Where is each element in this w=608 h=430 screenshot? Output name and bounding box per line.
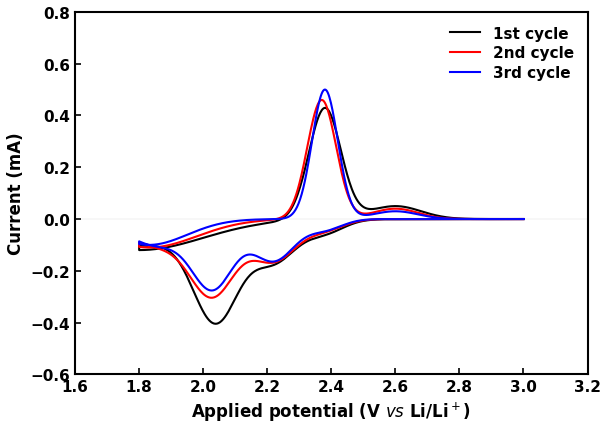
2nd cycle: [441, 217, 449, 222]
2nd cycle: [520, 217, 527, 222]
Y-axis label: Current (mA): Current (mA): [7, 132, 25, 255]
2nd cycle: [318, 98, 325, 103]
2nd cycle: [280, 214, 287, 219]
1st cycle: [441, 217, 449, 222]
1st cycle: [366, 207, 373, 212]
2nd cycle: [366, 211, 373, 216]
X-axis label: Applied potential (V $\it{vs}$ Li/Li$^+$): Applied potential (V $\it{vs}$ Li/Li$^+$…: [192, 400, 471, 423]
3rd cycle: [441, 217, 449, 222]
3rd cycle: [280, 216, 287, 221]
Line: 2nd cycle: 2nd cycle: [139, 101, 523, 298]
1st cycle: [321, 106, 328, 111]
1st cycle: [208, 320, 215, 325]
Line: 1st cycle: 1st cycle: [139, 109, 523, 324]
Legend: 1st cycle, 2nd cycle, 3rd cycle: 1st cycle, 2nd cycle, 3rd cycle: [444, 21, 580, 87]
3rd cycle: [366, 213, 373, 218]
1st cycle: [520, 217, 527, 222]
2nd cycle: [520, 217, 527, 222]
1st cycle: [352, 195, 359, 200]
3rd cycle: [352, 208, 359, 213]
3rd cycle: [520, 217, 527, 222]
2nd cycle: [208, 295, 215, 301]
2nd cycle: [180, 266, 187, 271]
2nd cycle: [352, 207, 359, 212]
3rd cycle: [520, 217, 527, 222]
1st cycle: [212, 322, 219, 327]
3rd cycle: [209, 288, 216, 293]
1st cycle: [180, 268, 187, 273]
3rd cycle: [180, 258, 187, 263]
Line: 3rd cycle: 3rd cycle: [139, 90, 523, 291]
2nd cycle: [209, 295, 216, 301]
1st cycle: [520, 217, 527, 222]
1st cycle: [280, 216, 287, 221]
3rd cycle: [208, 288, 215, 293]
3rd cycle: [321, 88, 328, 93]
